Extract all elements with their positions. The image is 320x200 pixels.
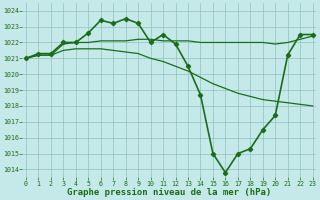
X-axis label: Graphe pression niveau de la mer (hPa): Graphe pression niveau de la mer (hPa) — [67, 188, 271, 197]
